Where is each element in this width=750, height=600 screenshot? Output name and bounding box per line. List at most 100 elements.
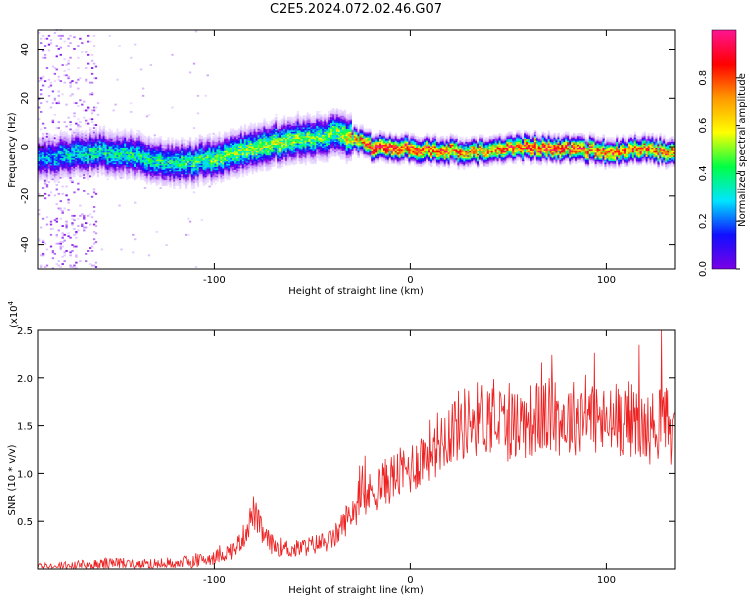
spectrogram-cell (269, 150, 272, 153)
spectrogram-cell (228, 159, 231, 162)
spectrogram-cell (222, 151, 225, 154)
spectrogram-cell (141, 172, 145, 175)
spectrogram-cell (196, 138, 200, 141)
spectrogram-cell (169, 146, 172, 148)
spectrogram-cell (90, 59, 94, 62)
spectrogram-cell (296, 154, 300, 157)
spectrogram-cell (155, 184, 158, 186)
spectrogram-cell (318, 146, 321, 148)
spectrogram-cell (77, 160, 80, 163)
spectrogram-cell (187, 182, 190, 185)
spectrogram-cell (185, 166, 188, 169)
spectrogram-cell (265, 157, 268, 160)
spectrogram-cell (49, 143, 53, 146)
spectrogram-cell (157, 151, 160, 154)
spectrogram-cell (61, 159, 64, 162)
spectrogram-cell (308, 157, 311, 160)
spectrogram-cell (59, 138, 62, 141)
spectrogram-cell (98, 151, 102, 154)
spectrogram-cell (40, 254, 43, 257)
spectrogram-cell (120, 248, 123, 251)
spectrogram-cell (94, 162, 98, 165)
spectrogram-cell (185, 162, 188, 165)
spectrogram-cell (112, 147, 115, 150)
spectrogram-cell (43, 140, 47, 143)
spectrogram-cell (194, 149, 198, 151)
spectrogram-cell (57, 176, 60, 179)
spectrogram-cell (214, 151, 217, 154)
spectrogram-cell (69, 143, 72, 146)
spectrogram-cell (163, 166, 166, 169)
spectrogram-cell (102, 130, 106, 132)
spectrogram-cell (153, 154, 156, 157)
spectrogram-cell (104, 131, 107, 134)
spectrogram-cell (263, 134, 266, 137)
spectrogram-cell (53, 154, 57, 157)
spectrogram-cell (81, 175, 84, 178)
spectrogram-cell (224, 149, 227, 151)
spectrogram-cell (87, 34, 90, 37)
spectrogram-cell (263, 130, 266, 132)
spectrogram-cell (304, 163, 307, 166)
spectrogram-cell (192, 143, 196, 146)
spectrogram-cell (273, 160, 276, 163)
spectrogram-cell (181, 169, 184, 172)
spectrogram-cell (59, 217, 62, 220)
spectrogram-cell (55, 55, 58, 58)
spectrogram-cell (296, 125, 300, 128)
spectrogram-cell (75, 102, 78, 105)
spectrogram-cell (312, 159, 315, 162)
spectrogram-cell (267, 150, 270, 153)
spectrogram-cell (236, 156, 239, 159)
spectrogram-cell (259, 157, 262, 160)
spectrogram-cell (273, 127, 276, 129)
spectrogram-cell (208, 175, 211, 178)
spectrogram-cell (237, 141, 241, 144)
spectrogram-cell (304, 135, 307, 138)
spectrogram-cell (234, 146, 237, 148)
spectrogram-cell (51, 163, 55, 166)
spectrogram-cell (251, 163, 254, 166)
spectrogram-cell (51, 144, 55, 147)
spectrogram-cell (247, 169, 251, 172)
spectrogram-cell (71, 147, 74, 150)
spectrogram-cell (65, 226, 68, 229)
spectrogram-cell (222, 146, 225, 148)
spectrogram-cell (126, 138, 129, 141)
spectrogram-cell (69, 264, 72, 267)
spectrogram-cell (185, 176, 188, 179)
spectrogram-cell (290, 116, 294, 119)
spectrogram-cell (216, 140, 219, 143)
spectrogram-cell (112, 132, 115, 135)
spectrogram-cell (286, 150, 290, 153)
spectrogram-cell (38, 77, 41, 80)
spectrogram-cell (63, 141, 66, 144)
spectrogram-cell (40, 157, 43, 160)
spectrogram-cell (241, 159, 245, 162)
spectrogram-cell (167, 175, 170, 178)
spectrogram-cell (165, 175, 168, 178)
spectrogram-cell (267, 140, 270, 143)
spectrogram-cell (177, 143, 180, 146)
spectrogram-cell (214, 171, 217, 173)
spectrogram-cell (153, 141, 156, 144)
spectrogram-cell (130, 131, 133, 134)
spectrogram-cell (92, 163, 96, 166)
spectrogram-cell (155, 143, 158, 146)
spectrogram-cell (292, 135, 296, 138)
spectrogram-cell (132, 150, 135, 153)
spectrogram-cell (159, 172, 162, 175)
spectrogram-cell (79, 125, 82, 128)
spectrogram-cell (200, 168, 204, 170)
spectrogram-cell (171, 149, 174, 151)
spectrogram-cell (269, 131, 272, 134)
spectrogram-cell (241, 165, 245, 167)
spectrogram-cell (202, 137, 205, 140)
spectrogram-cell (132, 165, 135, 167)
spectrogram-cell (232, 157, 235, 160)
spectrogram-cell (245, 154, 249, 157)
spectrogram-cell (308, 132, 311, 135)
spectrogram-cell (134, 173, 137, 176)
spectrogram-cell (296, 124, 300, 126)
spectrogram-cell (257, 132, 260, 135)
